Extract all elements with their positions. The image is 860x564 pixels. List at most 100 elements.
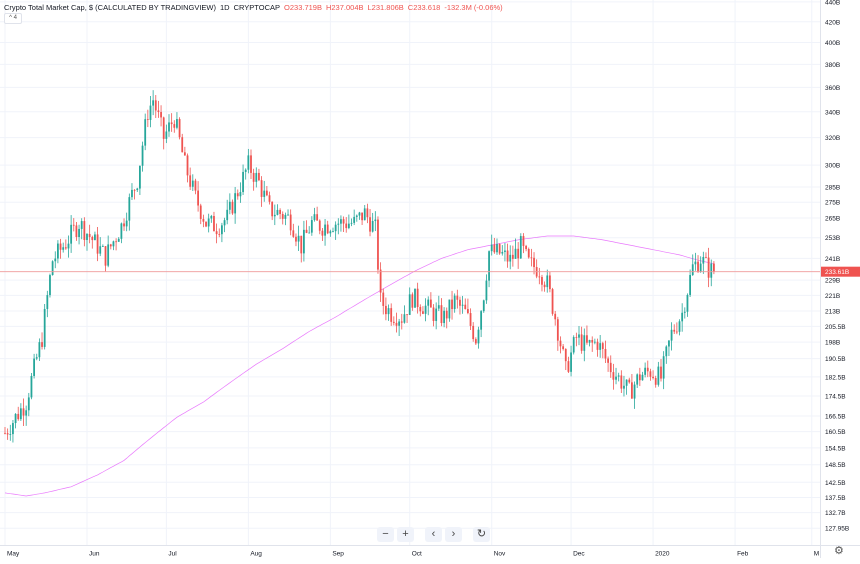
chevron-up-icon: ^: [9, 15, 14, 21]
candle-body: [104, 246, 107, 266]
candle-body: [244, 169, 247, 172]
candle-body: [289, 214, 292, 231]
candle-body: [252, 172, 255, 182]
candle-body: [443, 310, 445, 324]
candle-body: [527, 248, 530, 258]
candle-body: [422, 311, 424, 314]
candle-body: [575, 337, 578, 338]
candle-body: [363, 208, 366, 221]
candle-body: [419, 307, 422, 312]
candle-body: [326, 224, 329, 234]
scroll-right-button[interactable]: ›: [445, 527, 462, 542]
candle-body: [181, 137, 184, 153]
candle-body: [562, 346, 565, 350]
candle-body: [231, 201, 234, 214]
candle-body: [411, 294, 414, 308]
candle-body: [374, 219, 377, 222]
candle-body: [525, 245, 527, 249]
legend-toggle-button[interactable]: ^ 4: [4, 13, 22, 24]
candle-body: [276, 209, 279, 215]
candle-body: [429, 299, 432, 308]
price-tick-label: 213B: [825, 309, 840, 316]
zoom-in-button[interactable]: +: [397, 527, 414, 542]
price-axis[interactable]: 440B 420B 400B 380B 360B 340B 320B 300B 285B 275B…: [820, 0, 860, 545]
reset-chart-button[interactable]: ↻: [473, 527, 490, 542]
candle-body: [160, 112, 162, 118]
price-plot[interactable]: [0, 0, 820, 545]
time-tick-label: Sep: [332, 551, 344, 558]
candle-body: [572, 337, 575, 353]
candle-body: [25, 410, 28, 416]
candle-body: [681, 312, 684, 322]
candle-body: [345, 223, 348, 229]
candle-body: [273, 214, 276, 217]
candle-body: [64, 247, 67, 249]
candle-body: [67, 243, 70, 249]
candle-body: [75, 225, 78, 238]
candle-body: [205, 221, 207, 227]
candle-body: [207, 218, 210, 227]
candle-body: [689, 275, 691, 295]
candle-body: [440, 305, 443, 324]
candle-body: [337, 223, 340, 225]
price-tick-label: 182.5B: [825, 374, 846, 381]
candle-body: [109, 244, 112, 247]
candle-body: [228, 201, 231, 210]
candle-body: [221, 225, 223, 235]
candle-body: [12, 423, 14, 435]
candle-body: [329, 231, 332, 234]
candle-body: [580, 334, 583, 351]
candle-body: [633, 384, 636, 399]
candle-body: [49, 275, 51, 296]
candle-body: [615, 376, 617, 380]
settings-corner[interactable]: ⚙: [820, 545, 860, 558]
time-tick-label: Dec: [573, 551, 585, 558]
candle-body: [123, 223, 125, 227]
candle-body: [379, 269, 382, 293]
candle-body: [464, 304, 467, 310]
price-tick-label: 380B: [825, 62, 840, 69]
time-tick-label: Feb: [737, 551, 749, 558]
candle-body: [453, 295, 456, 310]
candle-body: [287, 214, 289, 216]
candle-body: [382, 292, 385, 306]
candle-body: [451, 299, 453, 310]
time-axis[interactable]: May Jun Jul Aug Sep Oct Nov Dec 2020 Feb M: [0, 545, 820, 558]
candle-body: [538, 276, 541, 278]
candle-body: [488, 251, 490, 281]
candle-body: [670, 329, 673, 341]
chart-interval[interactable]: 1D: [220, 3, 230, 12]
candle-body: [414, 288, 416, 308]
candle-body: [604, 348, 607, 359]
price-tick-label: 320B: [825, 135, 840, 142]
candle-body: [519, 236, 522, 259]
chart-area[interactable]: [0, 0, 820, 545]
candle-body: [702, 256, 705, 264]
candle-body: [321, 230, 324, 236]
candle-body: [625, 379, 628, 386]
candle-body: [101, 246, 104, 247]
gear-icon[interactable]: ⚙: [834, 545, 844, 557]
candle-body: [699, 263, 702, 272]
candle-body: [157, 110, 160, 113]
candle-body: [316, 214, 319, 221]
candle-body: [683, 311, 686, 313]
last-price-tag: [821, 266, 860, 277]
candle-body: [342, 219, 345, 224]
candle-body: [165, 131, 168, 139]
candle-body: [377, 219, 379, 270]
candle-body: [482, 300, 485, 312]
candle-body: [461, 304, 464, 306]
candle-body: [620, 375, 623, 389]
candle-body: [154, 100, 157, 111]
candle-body: [78, 228, 80, 238]
price-tick-label: 221B: [825, 293, 840, 300]
zoom-out-button[interactable]: −: [377, 527, 394, 542]
indicator-count: 4: [13, 15, 17, 21]
candle-body: [593, 341, 596, 343]
candle-body: [80, 221, 83, 229]
candle-body: [22, 408, 25, 416]
scroll-left-button[interactable]: ‹: [425, 527, 442, 542]
chart-symbol[interactable]: CRYPTOCAP: [233, 3, 281, 12]
candle-body: [649, 371, 652, 377]
